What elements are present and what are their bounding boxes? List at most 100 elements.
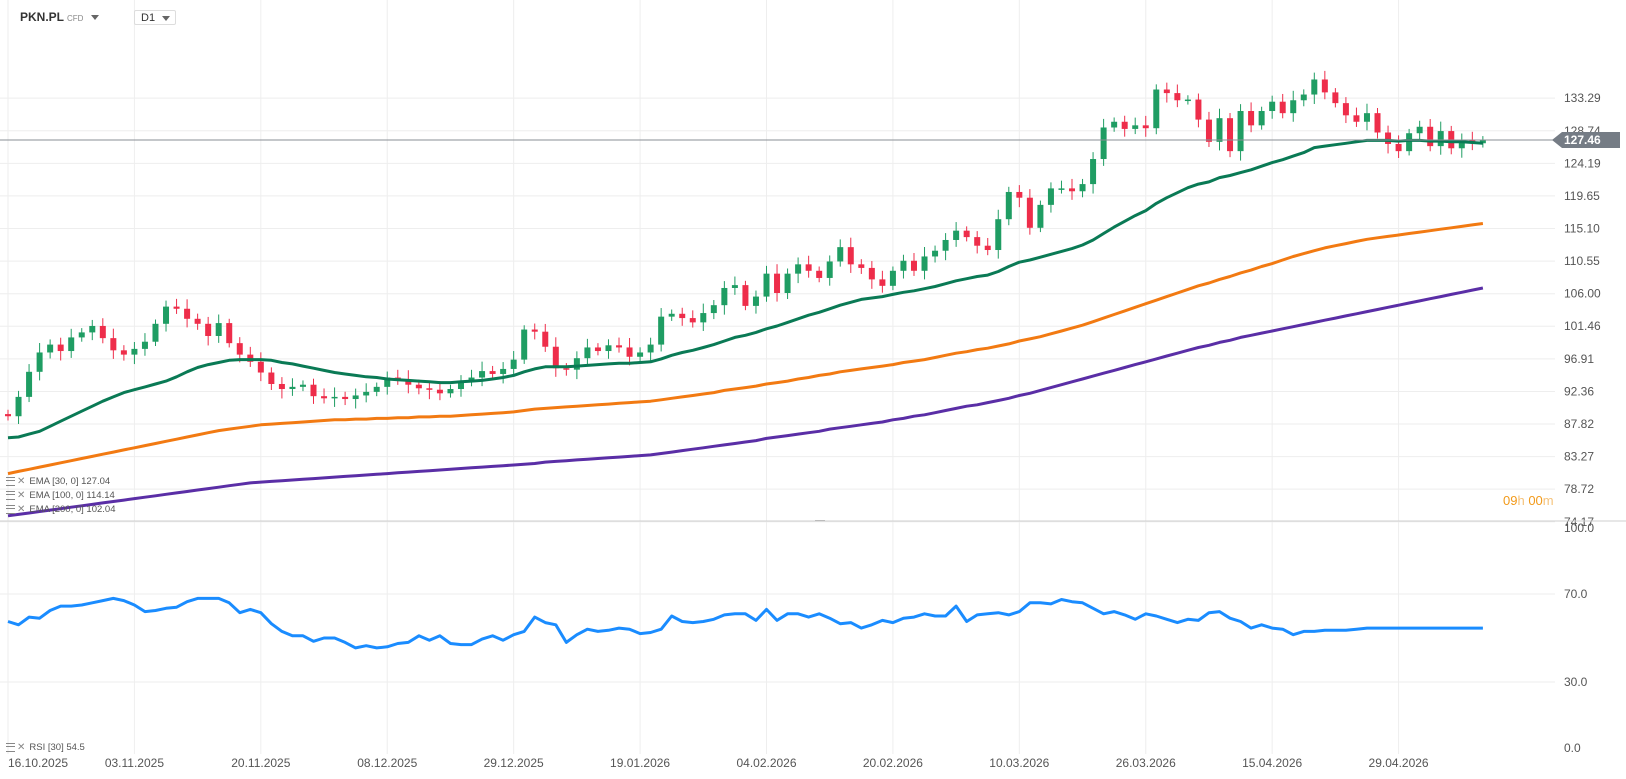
- candle-body[interactable]: [879, 279, 886, 286]
- candle-body[interactable]: [1279, 101, 1286, 114]
- candle-body[interactable]: [426, 388, 433, 390]
- candle-body[interactable]: [963, 230, 970, 238]
- candle-body[interactable]: [1016, 191, 1023, 198]
- candle-body[interactable]: [363, 391, 370, 396]
- candle-body[interactable]: [700, 313, 707, 323]
- candle-body[interactable]: [1237, 111, 1244, 152]
- settings-icon[interactable]: [6, 504, 15, 514]
- candle-body[interactable]: [131, 348, 138, 355]
- candle-body[interactable]: [1195, 99, 1202, 120]
- candle-body[interactable]: [742, 285, 749, 306]
- candle-body[interactable]: [278, 383, 285, 390]
- candle-body[interactable]: [1153, 89, 1160, 129]
- candle-body[interactable]: [152, 323, 159, 342]
- candle-body[interactable]: [110, 338, 117, 351]
- candle-body[interactable]: [805, 264, 812, 271]
- candle-body[interactable]: [257, 361, 264, 373]
- candle-body[interactable]: [1216, 118, 1223, 142]
- candle-body[interactable]: [658, 316, 665, 345]
- candle-body[interactable]: [1174, 93, 1181, 101]
- close-icon[interactable]: ✕: [17, 504, 26, 515]
- candle-body[interactable]: [1353, 115, 1360, 122]
- candle-body[interactable]: [1184, 99, 1191, 102]
- candle-body[interactable]: [1005, 191, 1012, 220]
- candle-body[interactable]: [1026, 197, 1033, 228]
- candle-body[interactable]: [184, 308, 191, 319]
- candle-body[interactable]: [310, 384, 317, 397]
- candle-body[interactable]: [1205, 119, 1212, 142]
- candle-body[interactable]: [436, 389, 443, 394]
- candle-body[interactable]: [1069, 188, 1076, 192]
- candle-body[interactable]: [479, 371, 486, 378]
- candle-body[interactable]: [626, 347, 633, 357]
- symbol-dropdown-icon[interactable]: [91, 15, 100, 21]
- candle-body[interactable]: [721, 287, 728, 306]
- candle-body[interactable]: [163, 306, 170, 324]
- candle-body[interactable]: [573, 358, 580, 370]
- candle-body[interactable]: [384, 377, 391, 387]
- candle-body[interactable]: [321, 396, 328, 399]
- candle-body[interactable]: [531, 329, 538, 332]
- candle-body[interactable]: [1437, 131, 1444, 147]
- candle-body[interactable]: [57, 344, 64, 352]
- candle-body[interactable]: [1269, 101, 1276, 112]
- candle-body[interactable]: [795, 264, 802, 274]
- candle-body[interactable]: [584, 347, 591, 359]
- candle-body[interactable]: [763, 273, 770, 297]
- candle-body[interactable]: [1300, 94, 1307, 101]
- candle-body[interactable]: [1332, 92, 1339, 104]
- candle-body[interactable]: [1458, 140, 1465, 149]
- candle-body[interactable]: [1258, 111, 1265, 126]
- candle-body[interactable]: [847, 247, 854, 265]
- candle-body[interactable]: [521, 329, 528, 360]
- candle-body[interactable]: [205, 323, 212, 336]
- candle-body[interactable]: [552, 346, 559, 369]
- candle-body[interactable]: [68, 337, 75, 352]
- candle-body[interactable]: [1227, 118, 1234, 152]
- settings-icon[interactable]: [6, 490, 15, 500]
- candle-body[interactable]: [1163, 89, 1170, 94]
- candle-body[interactable]: [774, 273, 781, 293]
- close-icon[interactable]: ✕: [17, 490, 26, 501]
- candle-body[interactable]: [1037, 204, 1044, 228]
- candle-body[interactable]: [974, 237, 981, 246]
- candle-body[interactable]: [299, 384, 306, 387]
- candle-body[interactable]: [1406, 133, 1413, 152]
- candle-body[interactable]: [1058, 188, 1065, 190]
- candle-body[interactable]: [36, 352, 43, 372]
- close-icon[interactable]: ✕: [17, 476, 26, 487]
- candle-body[interactable]: [500, 368, 507, 374]
- candle-body[interactable]: [932, 250, 939, 257]
- candle-body[interactable]: [637, 352, 644, 357]
- candle-body[interactable]: [1395, 143, 1402, 152]
- close-icon[interactable]: ✕: [17, 742, 26, 753]
- candle-body[interactable]: [616, 345, 623, 348]
- candle-body[interactable]: [268, 372, 275, 384]
- candle-body[interactable]: [194, 318, 201, 324]
- candle-body[interactable]: [647, 344, 654, 353]
- candle-body[interactable]: [352, 395, 359, 400]
- candle-body[interactable]: [510, 359, 517, 369]
- candle-body[interactable]: [447, 389, 454, 394]
- candle-body[interactable]: [679, 313, 686, 319]
- candle-body[interactable]: [910, 260, 917, 271]
- candle-body[interactable]: [816, 270, 823, 278]
- candle-body[interactable]: [1121, 121, 1128, 129]
- candle-body[interactable]: [731, 285, 738, 288]
- candle-body[interactable]: [1342, 103, 1349, 116]
- candle-body[interactable]: [1142, 125, 1149, 129]
- candle-body[interactable]: [563, 368, 570, 370]
- candle-body[interactable]: [47, 344, 54, 353]
- candle-body[interactable]: [89, 325, 96, 333]
- candle-body[interactable]: [953, 230, 960, 240]
- candle-body[interactable]: [784, 273, 791, 293]
- candle-body[interactable]: [236, 343, 243, 355]
- candle-body[interactable]: [542, 331, 549, 347]
- candle-body[interactable]: [1374, 113, 1381, 133]
- candle-body[interactable]: [858, 264, 865, 268]
- symbol-selector[interactable]: PKN.PL CFD: [20, 10, 100, 24]
- candle-body[interactable]: [1385, 132, 1392, 144]
- candle-body[interactable]: [468, 377, 475, 382]
- candle-body[interactable]: [984, 245, 991, 251]
